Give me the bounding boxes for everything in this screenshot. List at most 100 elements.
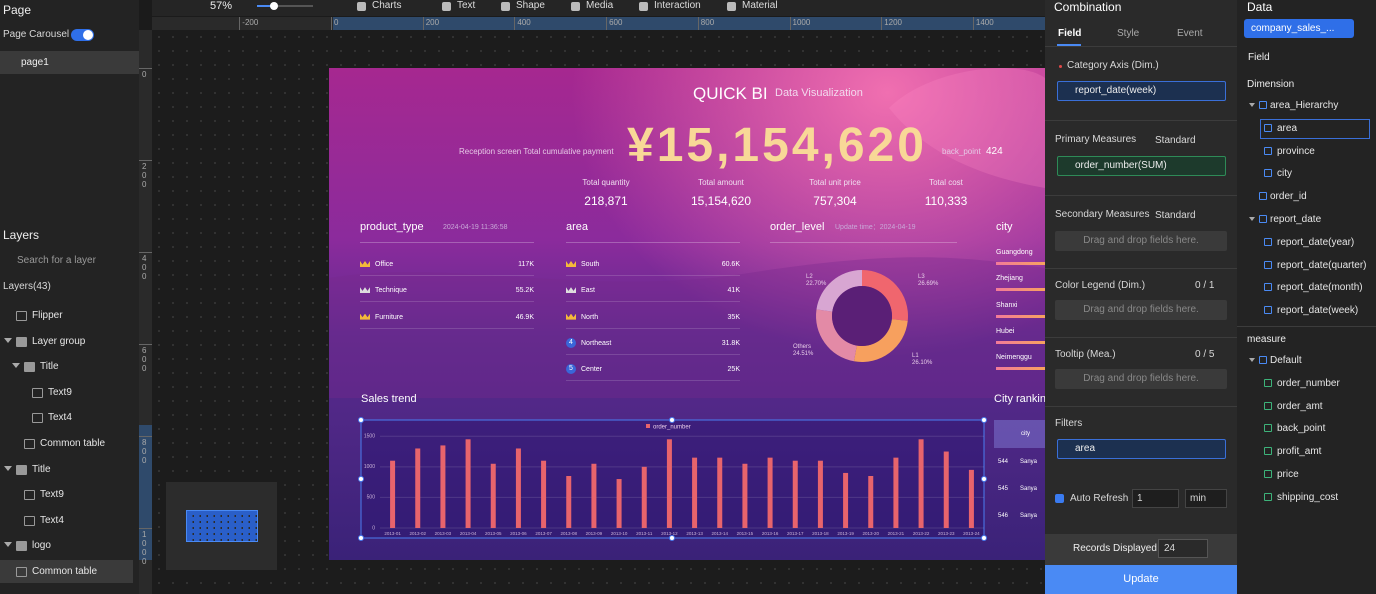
layer-name[interactable]: Text9: [40, 489, 64, 501]
mode-select[interactable]: Standard: [1155, 210, 1196, 221]
expand-arrow[interactable]: [4, 337, 12, 343]
field-item[interactable]: report_date(week): [1277, 305, 1359, 317]
tool-icon[interactable]: [727, 2, 736, 11]
drop-zone[interactable]: Drag and drop fields here.: [1055, 231, 1227, 251]
row-value: 60.6K: [721, 261, 740, 268]
field-group[interactable]: report_date: [1270, 214, 1322, 225]
field-type-icon: [1264, 169, 1272, 178]
field-group[interactable]: area_Hierarchy: [1270, 100, 1339, 111]
layer-name[interactable]: Text9: [48, 386, 72, 398]
layer-icon: [32, 387, 43, 398]
update-button[interactable]: Update: [1045, 565, 1237, 594]
layer-name[interactable]: Title: [32, 463, 51, 475]
field-chip[interactable]: [1057, 439, 1226, 459]
bar: [767, 457, 773, 528]
records-value: 24: [1164, 543, 1176, 554]
donut-name: L3: [918, 274, 925, 280]
checkbox[interactable]: [1055, 494, 1064, 503]
layer-name[interactable]: Text4: [40, 514, 64, 526]
records-input[interactable]: [1158, 539, 1208, 558]
v-ruler-highlight: [139, 425, 152, 560]
x-tick-label: 2013-15: [737, 531, 754, 536]
tool-button[interactable]: Interaction: [654, 0, 701, 11]
tool-icon[interactable]: [571, 2, 580, 11]
kpi-label: Total unit price: [809, 178, 861, 187]
folder-icon: [16, 336, 27, 347]
field-item[interactable]: shipping_cost: [1277, 491, 1339, 503]
layer-name[interactable]: Common table: [32, 566, 98, 577]
ruler-label: 800: [700, 18, 715, 27]
expand-arrow[interactable]: [1249, 103, 1255, 107]
ruler-label: 1000: [792, 18, 811, 27]
tool-button[interactable]: Shape: [516, 0, 545, 11]
crown-icon: [566, 313, 576, 320]
resize-handle: [358, 417, 364, 423]
zoom-knob[interactable]: [270, 2, 278, 10]
field-item[interactable]: area: [1277, 122, 1298, 134]
tool-button[interactable]: Material: [742, 0, 778, 11]
toolbar: [152, 0, 1045, 16]
field-item[interactable]: report_date(year): [1277, 236, 1355, 248]
field-type-icon: [1264, 447, 1272, 456]
ruler-label: 1400: [975, 18, 994, 27]
carousel-toggle[interactable]: [71, 29, 94, 41]
field-group[interactable]: Default: [1270, 355, 1302, 366]
tool-button[interactable]: Text: [457, 0, 476, 11]
zoom-slider[interactable]: [257, 5, 313, 7]
x-tick-label: 2013-10: [611, 531, 628, 536]
expand-arrow[interactable]: [1249, 358, 1255, 362]
tool-icon[interactable]: [501, 2, 510, 11]
layer-name[interactable]: logo: [32, 540, 51, 552]
layer-name[interactable]: Common table: [40, 438, 106, 449]
refresh-input[interactable]: [1132, 489, 1179, 508]
kpi-label: Total cost: [929, 178, 963, 187]
field-item[interactable]: price: [1277, 469, 1299, 480]
zoom-level[interactable]: 57%: [210, 0, 233, 12]
tool-button[interactable]: Charts: [372, 0, 402, 11]
ruler-label: 200: [425, 18, 440, 27]
tool-icon[interactable]: [357, 2, 366, 11]
field-item[interactable]: province: [1277, 145, 1315, 157]
refresh-unit-select[interactable]: [1185, 489, 1227, 508]
field-item[interactable]: profit_amt: [1277, 446, 1322, 458]
kpi-value: 15,154,620: [690, 194, 752, 208]
layer-name[interactable]: Text4: [48, 412, 72, 424]
table-rank: 544: [998, 459, 1009, 465]
row-name: Office: [375, 261, 394, 268]
tab[interactable]: Event: [1177, 28, 1203, 39]
expand-arrow[interactable]: [4, 542, 12, 548]
kpi-value: 110,333: [924, 194, 968, 208]
field-item[interactable]: order_number: [1277, 377, 1340, 389]
expand-arrow[interactable]: [12, 363, 20, 369]
mode-select[interactable]: Standard: [1155, 135, 1196, 146]
layer-search[interactable]: Search for a layer: [17, 255, 96, 266]
field-item[interactable]: back_point: [1277, 423, 1326, 435]
tool-button[interactable]: Media: [586, 0, 614, 11]
field-group[interactable]: order_id: [1270, 191, 1307, 203]
tab[interactable]: Style: [1117, 28, 1140, 39]
field-item[interactable]: report_date(quarter): [1277, 259, 1367, 271]
expand-arrow[interactable]: [4, 465, 12, 471]
layer-name[interactable]: Title: [40, 361, 59, 373]
field-chip[interactable]: [1057, 156, 1226, 176]
field-item[interactable]: report_date(month): [1277, 282, 1363, 294]
expand-arrow[interactable]: [1249, 217, 1255, 221]
dataset-select[interactable]: [1244, 19, 1354, 38]
tool-icon[interactable]: [442, 2, 451, 11]
bar: [843, 472, 849, 528]
layer-name[interactable]: Flipper: [32, 310, 63, 321]
drop-zone[interactable]: Drag and drop fields here.: [1055, 300, 1227, 320]
field-item[interactable]: order_amt: [1277, 400, 1323, 412]
row-line: [566, 327, 740, 329]
tool-icon[interactable]: [639, 2, 648, 11]
layer-name[interactable]: Layer group: [32, 335, 86, 347]
tab[interactable]: Field: [1058, 28, 1082, 39]
page-name[interactable]: page1: [21, 57, 49, 68]
drop-zone[interactable]: Drag and drop fields here.: [1055, 369, 1227, 389]
field-item[interactable]: city: [1277, 168, 1292, 180]
field-chip[interactable]: [1057, 81, 1226, 101]
page-row[interactable]: [0, 51, 139, 74]
divider: [1045, 268, 1237, 269]
city-bar: [996, 314, 1045, 318]
